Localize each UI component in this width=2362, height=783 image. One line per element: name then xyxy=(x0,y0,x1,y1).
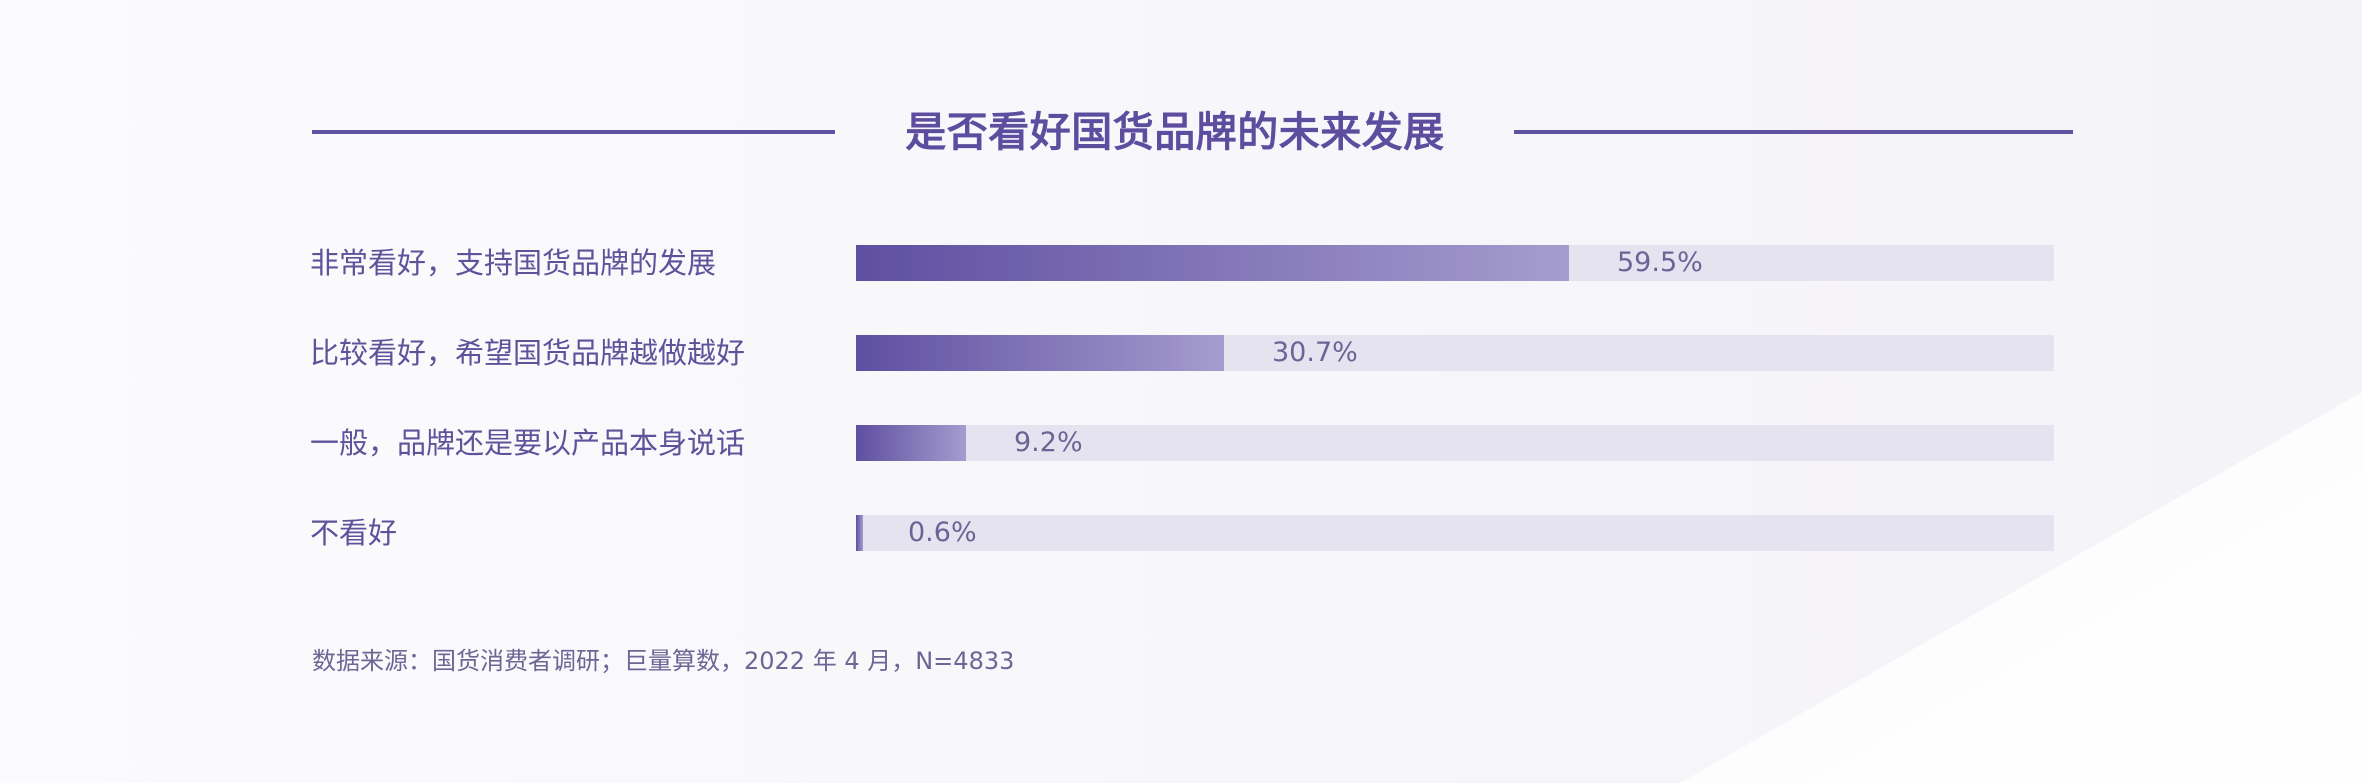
title-divider-left xyxy=(312,130,835,134)
title-divider-right xyxy=(1514,130,2073,134)
category-label: 非常看好，支持国货品牌的发展 xyxy=(310,246,717,280)
data-label: 9.2% xyxy=(1014,427,1083,458)
data-label: 0.6% xyxy=(908,517,977,548)
bar-track xyxy=(856,515,2054,551)
bar-track xyxy=(856,425,2054,461)
data-label: 59.5% xyxy=(1617,247,1703,278)
bar xyxy=(856,515,863,551)
source-note: 数据来源：国货消费者调研；巨量算数，2022 年 4 月，N=4833 xyxy=(312,647,1015,675)
category-label: 比较看好，希望国货品牌越做越好 xyxy=(310,336,746,370)
bar xyxy=(856,425,966,461)
data-label: 30.7% xyxy=(1272,337,1358,368)
category-label: 不看好 xyxy=(310,516,398,550)
bar xyxy=(856,245,1569,281)
chart-title: 是否看好国货品牌的未来发展 xyxy=(905,108,1445,156)
category-label: 一般，品牌还是要以产品本身说话 xyxy=(310,426,746,460)
bar xyxy=(856,335,1224,371)
